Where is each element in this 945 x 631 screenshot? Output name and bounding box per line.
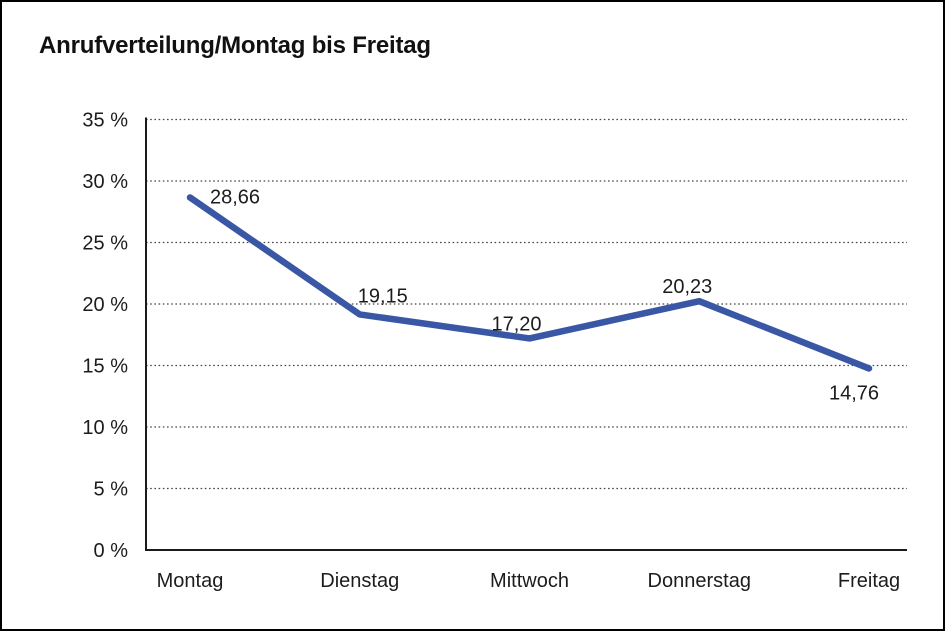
chart-title: Anrufverteilung/Montag bis Freitag bbox=[39, 32, 431, 59]
y-tick-label: 25 % bbox=[82, 233, 128, 255]
x-category-label: Dienstag bbox=[320, 570, 399, 592]
y-tick-label: 30 % bbox=[82, 171, 128, 193]
data-label: 19,15 bbox=[358, 285, 408, 307]
data-label: 17,20 bbox=[491, 313, 541, 335]
series-line bbox=[186, 194, 873, 372]
x-category-label: Donnerstag bbox=[648, 570, 751, 592]
y-tick-label: 0 % bbox=[94, 540, 129, 562]
data-label: 28,66 bbox=[210, 186, 260, 208]
y-tick-label: 5 % bbox=[94, 479, 129, 501]
y-tick-label: 10 % bbox=[82, 417, 128, 439]
data-label: 14,76 bbox=[829, 382, 879, 404]
x-category-label: Freitag bbox=[838, 570, 900, 592]
x-category-label: Montag bbox=[157, 570, 224, 592]
y-tick-label: 15 % bbox=[82, 356, 128, 378]
x-category-label: Mittwoch bbox=[490, 570, 569, 592]
data-label: 20,23 bbox=[662, 276, 712, 298]
y-tick-label: 20 % bbox=[82, 294, 128, 316]
y-tick-label: 35 % bbox=[82, 110, 128, 132]
